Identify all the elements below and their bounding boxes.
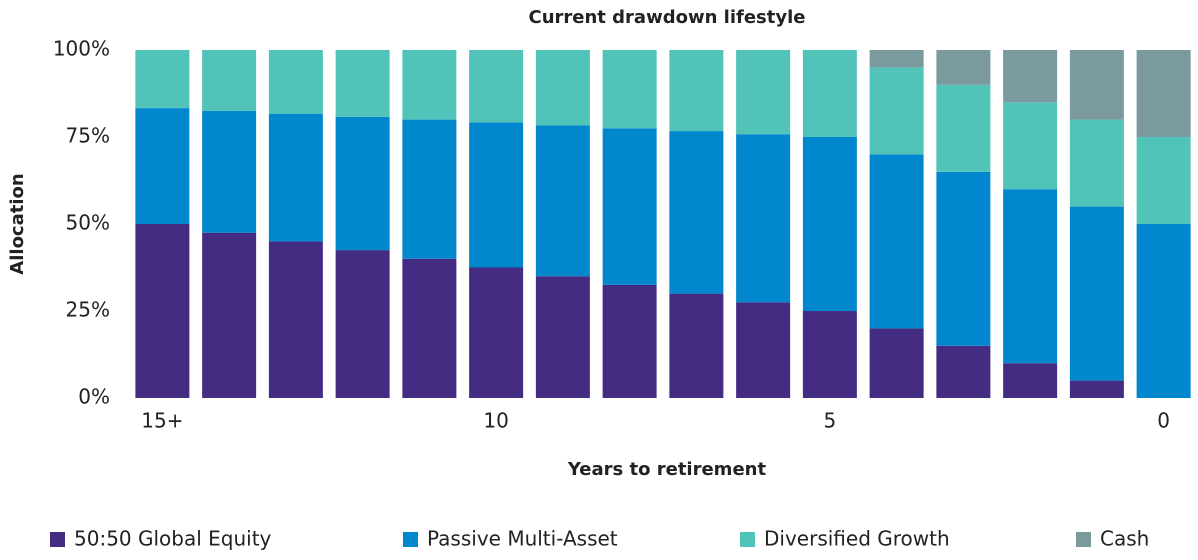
bar-segment (936, 50, 991, 85)
bar-segment (736, 302, 791, 398)
legend-label: Passive Multi-Asset (427, 527, 618, 551)
bar-segment (135, 50, 190, 109)
bar-segment (469, 50, 524, 123)
bar-segment (1069, 206, 1124, 381)
bar-segment (1003, 189, 1058, 364)
bar-segment (202, 232, 257, 398)
bar-segment (535, 50, 590, 126)
bar-segment (1136, 50, 1191, 137)
legend-swatch (403, 532, 418, 547)
bar-segment (402, 119, 457, 259)
bar-segment (135, 108, 190, 224)
bar-segment (936, 345, 991, 398)
bar-segment (402, 258, 457, 398)
bar-segment (135, 224, 190, 398)
bar-segment (202, 50, 257, 111)
legend-swatch (50, 532, 65, 547)
bar-segment (869, 328, 924, 398)
y-tick-label: 0% (78, 385, 110, 409)
bar-segment (535, 276, 590, 398)
bar-segment (869, 50, 924, 68)
x-tick-label: 15+ (141, 409, 183, 433)
chart-title: Current drawdown lifestyle (529, 7, 806, 28)
bar-segment (602, 128, 657, 285)
x-tick-label: 10 (483, 409, 508, 433)
bar-segment (202, 110, 257, 233)
bar-segment (268, 113, 323, 242)
x-tick-label: 0 (1157, 409, 1170, 433)
bar-segment (335, 50, 390, 117)
y-tick-label: 75% (66, 124, 110, 148)
bar-segment (469, 122, 524, 268)
bar-segment (669, 50, 724, 132)
bar-segment (802, 137, 857, 311)
bar-segment (736, 134, 791, 303)
bar-segment (869, 154, 924, 329)
bar-segment (1069, 50, 1124, 120)
bar-segment (602, 50, 657, 129)
legend-swatch (1076, 532, 1091, 547)
y-axis-title: Allocation (7, 173, 28, 274)
bar-segment (802, 311, 857, 398)
bar-segment (335, 250, 390, 398)
bar-segment (602, 284, 657, 398)
bar-segment (869, 67, 924, 155)
bar-segment (669, 131, 724, 294)
bar-segment (535, 125, 590, 277)
bar-segment (1136, 137, 1191, 224)
bar-segment (736, 50, 791, 135)
bar-segment (802, 50, 857, 137)
y-tick-label: 25% (66, 298, 110, 322)
bar-segment (335, 116, 390, 251)
legend-label: 50:50 Global Equity (74, 527, 272, 551)
bar-segment (936, 84, 991, 172)
bar-segment (1136, 224, 1191, 398)
bar-segment (268, 241, 323, 398)
bar-segment (1069, 380, 1124, 398)
bar-segment (402, 50, 457, 120)
legend-label: Diversified Growth (764, 527, 950, 551)
x-tick-label: 5 (824, 409, 837, 433)
bar-segment (469, 267, 524, 398)
bar-segment (936, 171, 991, 346)
x-axis-title: Years to retirement (567, 459, 767, 480)
y-tick-label: 100% (53, 37, 110, 61)
bar-segment (1003, 102, 1058, 190)
bar-segment (1003, 50, 1058, 103)
bar-segment (1003, 363, 1058, 398)
bar-segment (669, 293, 724, 398)
legend-swatch (740, 532, 755, 547)
bar-segment (268, 50, 323, 114)
legend-label: Cash (1100, 527, 1149, 551)
bar-segment (1069, 119, 1124, 207)
y-tick-label: 50% (66, 211, 110, 235)
